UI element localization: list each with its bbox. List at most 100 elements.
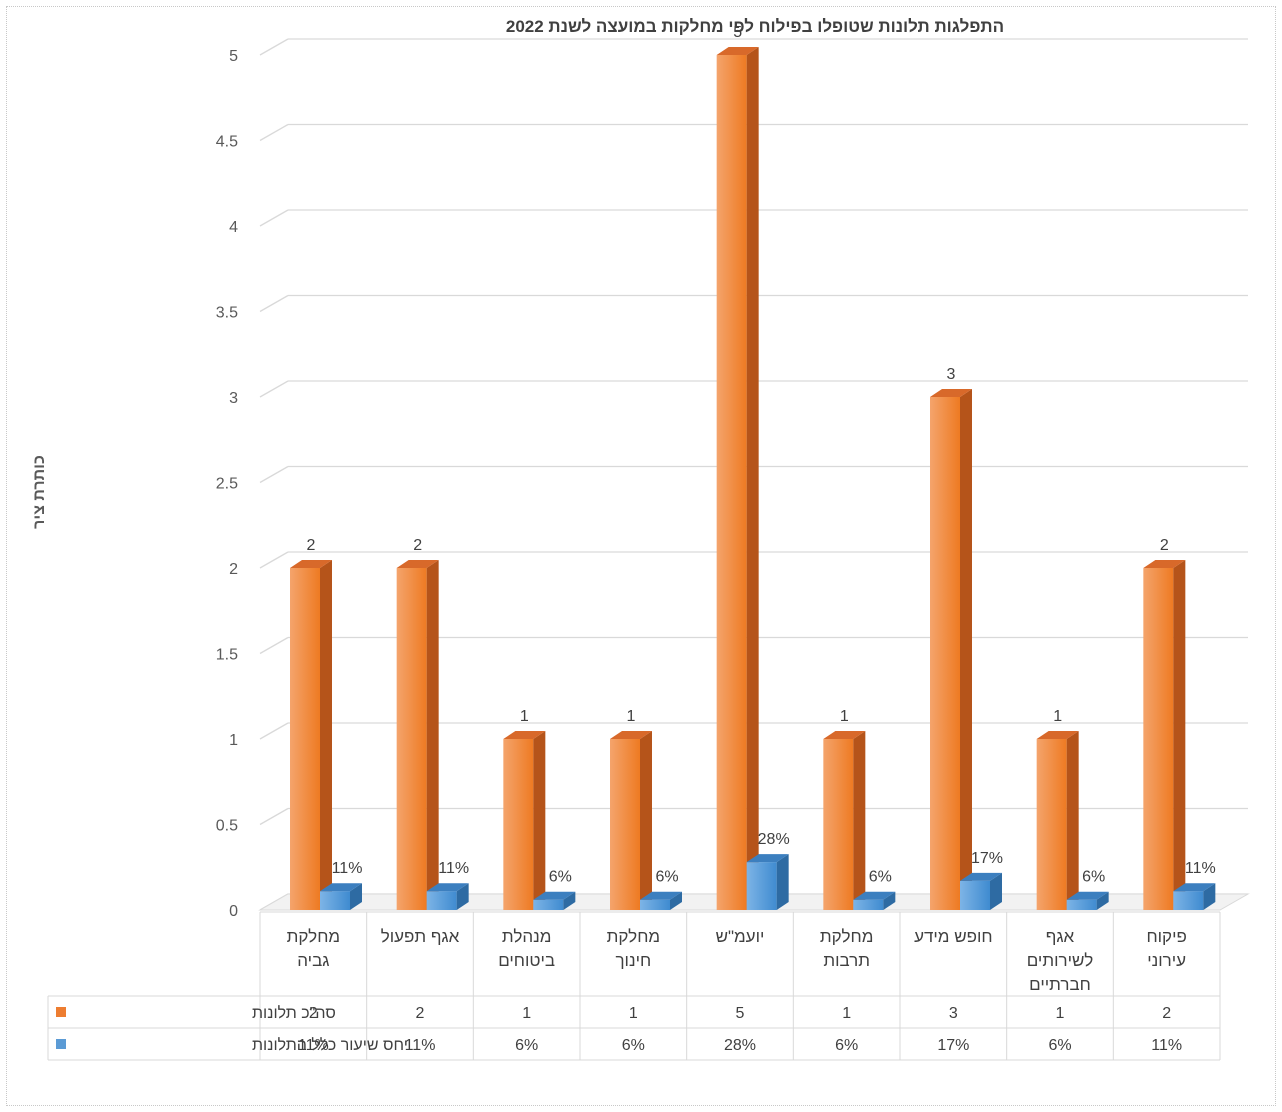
y-tick-label: 0 bbox=[229, 903, 238, 920]
bar-share bbox=[1173, 891, 1204, 910]
bar-side bbox=[990, 872, 1002, 910]
bar-side bbox=[883, 891, 896, 910]
bar-top bbox=[853, 891, 896, 900]
gridline-depth bbox=[259, 380, 289, 398]
bar-total bbox=[823, 739, 854, 910]
y-tick-label: 2 bbox=[229, 561, 238, 578]
bar-side bbox=[320, 560, 332, 910]
y-axis-title: כותרת ציר bbox=[31, 455, 48, 529]
bar-side bbox=[960, 389, 972, 910]
gridline-depth bbox=[259, 465, 289, 484]
bar-top bbox=[716, 47, 759, 55]
table-value: 1 bbox=[842, 1005, 851, 1022]
bar-top bbox=[396, 560, 439, 568]
bar-top bbox=[746, 854, 789, 863]
category-label: פיקוח bbox=[1146, 927, 1186, 946]
bar-data-label: 6% bbox=[869, 869, 892, 886]
bar-data-label: 2 bbox=[413, 537, 422, 554]
bar-top bbox=[1066, 891, 1109, 900]
y-tick-label: 5 bbox=[229, 48, 238, 65]
bar-side bbox=[746, 47, 759, 910]
bar-side bbox=[776, 854, 789, 910]
bar-total bbox=[396, 568, 427, 910]
category-label: לשירותים bbox=[1027, 951, 1094, 970]
table-value: 2 bbox=[1162, 1005, 1171, 1022]
gridline-depth bbox=[259, 38, 289, 56]
table-value: 6% bbox=[835, 1037, 858, 1054]
bar-top bbox=[610, 731, 652, 739]
bar-top bbox=[533, 891, 576, 900]
category-label: יועמ"ש bbox=[716, 927, 765, 946]
bar-data-label: 1 bbox=[840, 708, 849, 725]
bar-side bbox=[533, 731, 546, 910]
category-label: מנהלת bbox=[502, 927, 551, 946]
bar-side bbox=[350, 883, 362, 910]
chart-title: התפלגות תלונות שטופלו בפילוח לפי מחלקות … bbox=[506, 17, 1004, 36]
legend-key bbox=[56, 1007, 66, 1017]
bar-top bbox=[290, 560, 332, 568]
gridline-depth bbox=[259, 294, 289, 313]
table-value: 1 bbox=[522, 1005, 531, 1022]
table-value: 3 bbox=[949, 1005, 958, 1022]
bar-top bbox=[320, 883, 362, 892]
bar-side bbox=[456, 883, 469, 910]
category-label: חברתיים bbox=[1029, 975, 1091, 994]
y-tick-label: 1 bbox=[229, 732, 238, 749]
bar-top bbox=[960, 872, 1002, 881]
bar-side bbox=[1096, 891, 1109, 910]
category-label: עירוני bbox=[1147, 951, 1186, 970]
category-label: חופש מידע bbox=[914, 927, 993, 946]
bar-top bbox=[1173, 883, 1216, 892]
bar-share bbox=[1066, 899, 1097, 910]
y-tick-label: 3.5 bbox=[216, 305, 238, 322]
y-tick-label: 0.5 bbox=[216, 818, 238, 835]
gridline-depth bbox=[259, 636, 289, 655]
bar-share bbox=[320, 891, 350, 910]
bar-side bbox=[1203, 883, 1216, 910]
gridline-depth bbox=[259, 722, 289, 740]
category-label: מחלקת bbox=[820, 927, 873, 946]
bar-data-label: 2 bbox=[1160, 537, 1169, 554]
table-value: 1 bbox=[1056, 1005, 1065, 1022]
bar-data-label: 3 bbox=[947, 366, 956, 383]
bar-total bbox=[290, 568, 320, 910]
bar-data-label: 6% bbox=[1082, 869, 1105, 886]
bar-total bbox=[1036, 739, 1067, 910]
gridline-depth bbox=[259, 551, 289, 569]
bar-data-label: 1 bbox=[1053, 708, 1062, 725]
category-label: חינוך bbox=[615, 951, 651, 970]
y-tick-label: 2.5 bbox=[216, 476, 238, 493]
legend-label: יחס שיעור כלל התלונות bbox=[252, 1036, 408, 1054]
bar-share bbox=[533, 899, 564, 910]
bar-total bbox=[716, 55, 747, 910]
bar-data-label: 6% bbox=[549, 869, 572, 886]
bar-side bbox=[853, 731, 866, 910]
bar-side bbox=[426, 560, 439, 910]
bar-total bbox=[503, 739, 534, 910]
legend-label: סה"כ תלונות bbox=[252, 1004, 336, 1022]
bar-top bbox=[1036, 731, 1079, 739]
table-value: 6% bbox=[622, 1037, 645, 1054]
bar-share bbox=[853, 899, 884, 910]
bar-share bbox=[640, 899, 670, 910]
bar-data-label: 11% bbox=[1185, 860, 1216, 877]
table-value: 11% bbox=[1151, 1037, 1182, 1054]
table-value: 2 bbox=[309, 1005, 318, 1022]
table-value: 11% bbox=[405, 1037, 436, 1054]
bar-top bbox=[426, 883, 469, 892]
bar-top bbox=[930, 389, 972, 397]
bar-data-label: 1 bbox=[627, 708, 636, 725]
bar-top bbox=[1143, 560, 1186, 568]
bar-data-label: 2 bbox=[307, 537, 316, 554]
bar-data-label: 5 bbox=[733, 24, 742, 41]
category-label: ביטוחים bbox=[498, 951, 555, 970]
bar-share bbox=[746, 862, 777, 910]
bar-top bbox=[503, 731, 546, 739]
bar-data-label: 6% bbox=[655, 869, 678, 886]
bar-data-label: 28% bbox=[758, 831, 790, 848]
y-tick-label: 1.5 bbox=[216, 647, 238, 664]
gridline-depth bbox=[259, 123, 289, 142]
y-tick-label: 3 bbox=[229, 390, 238, 407]
bar-side bbox=[1173, 560, 1186, 910]
